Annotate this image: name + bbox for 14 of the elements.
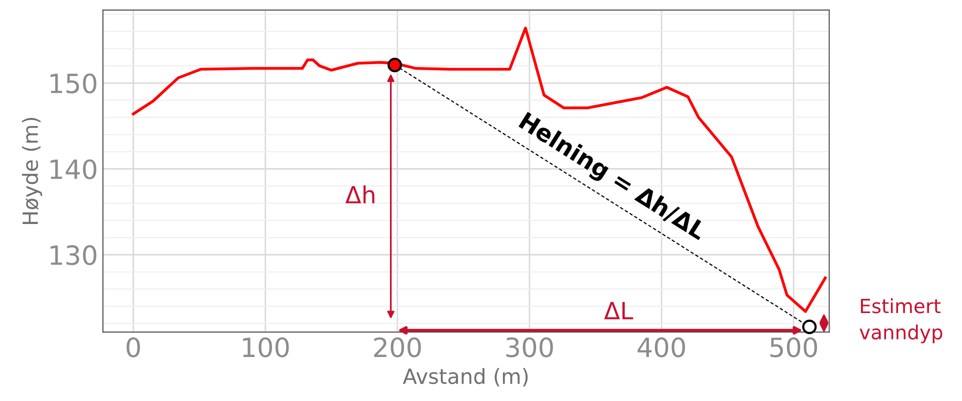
y-axis-title: Høyde (m) xyxy=(22,118,42,224)
text: Estimert vanndyp xyxy=(860,298,942,344)
annotation: ΔL xyxy=(604,302,634,320)
x-tick-label: 500 xyxy=(770,337,818,358)
x-tick-label: 300 xyxy=(506,337,553,358)
y-tick-label: 150 xyxy=(50,73,96,94)
y-tick-label: 130 xyxy=(50,245,96,266)
annotation: Δh xyxy=(345,185,374,204)
x-tick-label: 0 xyxy=(126,337,140,358)
x-tick-label: 200 xyxy=(374,337,421,358)
x-tick-label: 400 xyxy=(638,337,685,358)
x-tick-label: 100 xyxy=(243,337,289,358)
y-tick-label: 140 xyxy=(50,159,96,180)
x-axis-title: Avstand (m) xyxy=(402,368,528,387)
